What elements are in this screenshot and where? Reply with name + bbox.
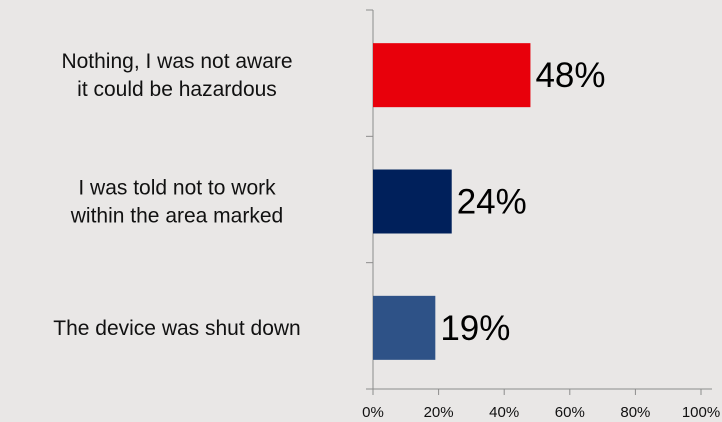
data-label: 24% <box>457 183 527 222</box>
category-label: it could be hazardous <box>77 78 277 101</box>
category-label: The device was shut down <box>53 317 300 340</box>
x-tick-label: 40% <box>489 404 519 421</box>
x-tick-label: 100% <box>682 404 720 421</box>
category-label: I was told not to work <box>78 177 276 200</box>
data-label: 48% <box>535 56 605 95</box>
bar <box>373 170 452 234</box>
x-tick-label: 0% <box>362 404 384 421</box>
category-label: within the area marked <box>70 205 283 228</box>
x-tick-label: 80% <box>620 404 650 421</box>
data-label: 19% <box>440 309 510 348</box>
x-tick-label: 60% <box>555 404 585 421</box>
bar <box>373 296 435 360</box>
x-tick-label: 20% <box>424 404 454 421</box>
bar <box>373 43 530 107</box>
category-label: Nothing, I was not aware <box>61 50 292 73</box>
